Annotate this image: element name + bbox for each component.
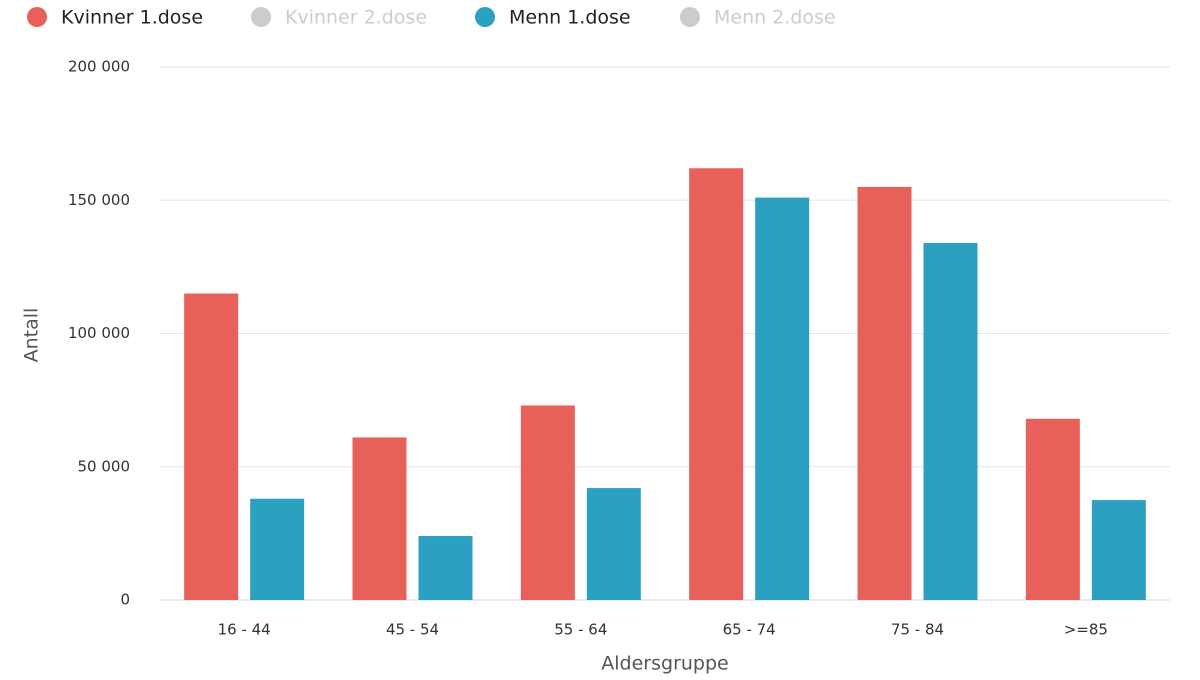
y-tick-label: 0: [120, 591, 130, 609]
bar: [520, 405, 575, 600]
legend-label[interactable]: Menn 1.dose: [509, 7, 631, 29]
legend-label[interactable]: Menn 2.dose: [714, 7, 836, 29]
y-tick-label: 200 000: [68, 58, 130, 76]
legend-marker[interactable]: [251, 7, 271, 27]
legend-label[interactable]: Kvinner 1.dose: [61, 7, 203, 29]
bar: [184, 293, 239, 600]
y-tick-label: 100 000: [68, 324, 130, 342]
x-tick-label: 65 - 74: [723, 621, 776, 639]
bar: [689, 168, 744, 600]
legend-marker[interactable]: [27, 7, 47, 27]
bar: [418, 536, 473, 600]
legend-label[interactable]: Kvinner 2.dose: [285, 7, 427, 29]
bar: [586, 488, 641, 600]
bar: [923, 242, 978, 600]
bar: [1025, 418, 1080, 600]
legend-marker[interactable]: [475, 7, 495, 27]
y-axis-label: Antall: [21, 308, 43, 363]
x-tick-label: 75 - 84: [891, 621, 944, 639]
legend-marker[interactable]: [680, 7, 700, 27]
bar: [857, 186, 912, 601]
y-tick-label: 150 000: [68, 191, 130, 209]
bar: [1091, 500, 1146, 600]
x-tick-label: 55 - 64: [554, 621, 607, 639]
x-tick-label: 45 - 54: [386, 621, 439, 639]
bar: [755, 197, 810, 600]
bar: [250, 498, 305, 600]
y-tick-label: 50 000: [78, 457, 131, 475]
x-axis-label: Aldersgruppe: [601, 653, 728, 675]
bar: [352, 437, 407, 600]
x-tick-label: >=85: [1064, 621, 1108, 639]
x-tick-label: 16 - 44: [218, 621, 271, 639]
